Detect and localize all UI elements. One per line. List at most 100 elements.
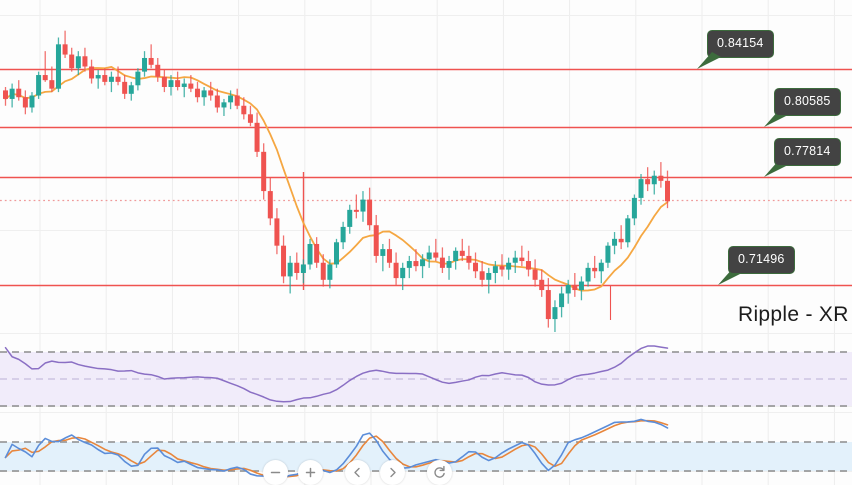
candle-body — [194, 88, 200, 98]
candle-body — [241, 105, 247, 115]
candle-body — [532, 269, 538, 280]
candle-body — [122, 81, 128, 94]
candle-body — [598, 262, 604, 272]
candle-body — [148, 57, 154, 65]
candle-body — [16, 88, 22, 98]
candle-body — [446, 261, 452, 268]
candle-body — [340, 226, 346, 243]
zoom-out-button[interactable] — [263, 460, 288, 485]
price-level-tag-2[interactable]: 0.80585 — [774, 88, 841, 116]
candle-body — [506, 262, 512, 270]
candle-body — [55, 44, 61, 89]
candle-body — [658, 175, 664, 181]
candle-body — [327, 264, 333, 280]
candle-body — [3, 90, 8, 99]
candle-body — [274, 218, 280, 246]
candle-body — [261, 151, 267, 192]
candle-body — [353, 209, 359, 212]
candle-body — [612, 238, 618, 246]
price-level-lines — [0, 68, 852, 287]
price-level-tag-1[interactable]: 0.84154 — [707, 30, 774, 58]
candle-body — [618, 238, 624, 243]
candle-body — [320, 262, 326, 280]
candle-body — [135, 71, 141, 86]
candle-body — [267, 191, 273, 219]
candle-body — [307, 243, 313, 265]
candle-body — [42, 75, 48, 81]
candle-body — [69, 54, 75, 69]
candle-body — [473, 262, 479, 272]
candle-body — [300, 264, 306, 273]
candle-body — [247, 114, 253, 123]
candle-body — [373, 225, 379, 256]
candle-body — [525, 261, 531, 270]
candle-body — [29, 95, 35, 108]
candle-body — [175, 80, 181, 87]
candle-body — [572, 284, 578, 291]
price-level-tag-4[interactable]: 0.71496 — [728, 246, 795, 274]
candle-body — [254, 122, 260, 152]
scroll-left-button[interactable] — [345, 460, 370, 485]
candle-body — [360, 199, 366, 212]
candle-body — [453, 250, 459, 262]
stochastic-panel — [0, 418, 852, 479]
candle-body — [459, 250, 465, 256]
candle-body — [439, 257, 445, 268]
scroll-right-button[interactable] — [380, 460, 405, 485]
price-level-tag-3[interactable]: 0.77814 — [774, 138, 841, 166]
candle-body — [625, 218, 631, 243]
candle-body — [578, 281, 584, 291]
reset-chart-button[interactable] — [427, 460, 452, 485]
candle-body — [168, 80, 174, 87]
candle-body — [380, 249, 386, 256]
candle-body — [62, 44, 68, 55]
candle-body — [413, 261, 419, 267]
stoch-k-line — [4, 418, 669, 479]
candle-body — [161, 76, 167, 87]
candle-body — [479, 271, 485, 280]
candle-body — [420, 259, 426, 267]
rsi-panel — [0, 345, 852, 407]
instrument-label: Ripple - XR — [738, 303, 849, 326]
candle-body — [95, 75, 101, 79]
candle-body — [142, 57, 148, 72]
candle-body — [651, 175, 657, 185]
candle-body — [367, 199, 373, 226]
candle-body — [559, 293, 565, 308]
candlestick-series — [3, 30, 670, 332]
candle-body — [406, 261, 412, 268]
candle-body — [155, 64, 161, 77]
candle-body — [386, 249, 392, 263]
candle-body — [102, 75, 108, 82]
candle-body — [400, 267, 406, 279]
candle-body — [565, 284, 571, 294]
candle-body — [645, 179, 651, 185]
stoch-band — [0, 442, 852, 471]
candle-body — [552, 307, 558, 320]
candle-body — [585, 267, 591, 282]
candle-body — [393, 262, 399, 279]
rsi-line — [4, 345, 669, 403]
candle-body — [287, 262, 293, 277]
candle-body — [492, 266, 498, 273]
candle-body — [592, 267, 598, 272]
candle-body — [228, 95, 234, 103]
candle-body — [115, 76, 121, 82]
candle-body — [486, 272, 492, 280]
candle-body — [519, 257, 525, 262]
candle-body — [512, 257, 518, 263]
candle-body — [214, 95, 220, 108]
candle-body — [221, 102, 227, 108]
candle-body — [108, 76, 114, 82]
candle-body — [334, 242, 339, 265]
candle-body — [234, 95, 240, 106]
candle-body — [499, 266, 505, 270]
candle-body — [181, 83, 187, 87]
candle-body — [466, 255, 472, 263]
zoom-in-button[interactable] — [298, 460, 323, 485]
chart-toolbar[interactable] — [263, 460, 452, 485]
candle-body — [631, 197, 637, 219]
candle-body — [128, 85, 134, 94]
